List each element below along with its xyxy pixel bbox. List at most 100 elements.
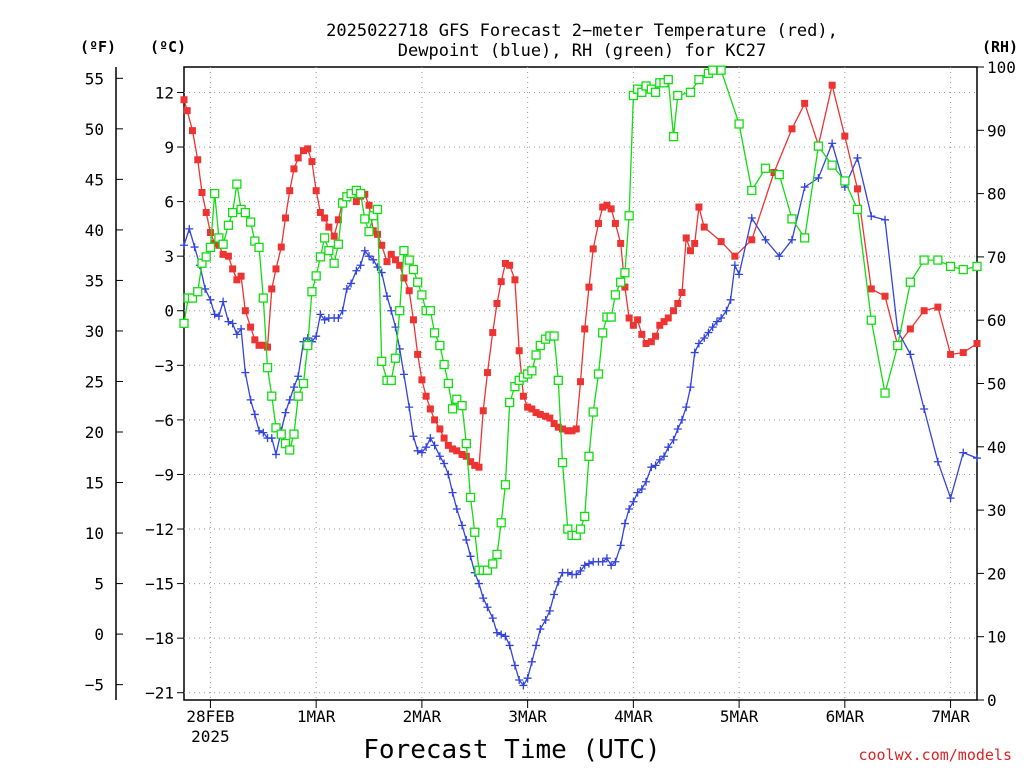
- fahrenheit-tick-label: 30: [85, 322, 104, 341]
- dewpoint-point: [271, 450, 280, 459]
- dewpoint-point: [881, 215, 890, 224]
- temp-point: [373, 230, 381, 238]
- rh-point: [262, 363, 273, 373]
- fahrenheit-unit-label: (ºF): [80, 38, 116, 56]
- temp-point: [947, 350, 955, 358]
- temp-point: [321, 214, 329, 222]
- temp-point: [906, 325, 914, 333]
- dewpoint-point: [536, 625, 545, 634]
- rh-point: [734, 119, 744, 129]
- dewpoint-point: [527, 657, 536, 666]
- x-tick-label: 4MAR: [614, 707, 653, 726]
- dewpoint-point: [625, 505, 634, 514]
- rh-point: [535, 340, 545, 351]
- rh-point: [958, 264, 968, 275]
- dewpoint-point: [501, 632, 510, 641]
- rh-point: [293, 391, 303, 401]
- dewpoint-point: [259, 428, 268, 437]
- rh-point: [694, 75, 704, 85]
- dewpoint-point: [602, 554, 611, 563]
- dewpoint-point: [497, 630, 506, 639]
- rh-point: [395, 306, 405, 316]
- x-axis-label: Forecast Time (UTC): [363, 735, 660, 765]
- temp-point: [400, 274, 408, 282]
- temp-point: [854, 185, 862, 193]
- temp-point: [489, 329, 497, 337]
- temp-point: [532, 409, 540, 417]
- temp-point: [700, 223, 708, 231]
- temp-point: [647, 338, 655, 346]
- dewpoint-point: [312, 332, 321, 341]
- rh-point: [893, 340, 903, 351]
- temp-point: [194, 156, 202, 164]
- temp-point: [277, 243, 285, 251]
- rh-point: [303, 340, 313, 351]
- temp-point: [528, 405, 536, 413]
- x-tick-label: 1MAR: [297, 707, 336, 726]
- temp-point: [391, 256, 399, 264]
- dewpoint-point: [510, 661, 519, 670]
- x-tick-label: 3MAR: [508, 707, 547, 726]
- rh-point: [447, 404, 458, 414]
- temp-point: [259, 341, 267, 349]
- rh-tick-label: 100: [987, 58, 1016, 77]
- dewpoint-point: [448, 488, 457, 497]
- dewpoint-point: [747, 213, 756, 222]
- dewpoint-point: [673, 424, 682, 433]
- temp-point: [670, 307, 678, 315]
- rh-point: [201, 252, 211, 262]
- temp-point: [629, 321, 637, 329]
- temp-point: [934, 303, 942, 311]
- rh-point: [470, 527, 480, 537]
- rh-tick-label: 70: [987, 248, 1006, 267]
- dewpoint-point: [572, 570, 581, 579]
- temp-point: [458, 450, 466, 458]
- temp-point: [334, 216, 342, 224]
- temp-point: [286, 187, 294, 195]
- rh-point: [492, 549, 502, 560]
- rh-point: [461, 438, 471, 449]
- dewpoint-point: [580, 561, 589, 570]
- rh-point: [650, 87, 661, 97]
- rh-point: [210, 188, 220, 199]
- chart-title-line1: 2025022718 GFS Forecast 2−meter Temperat…: [326, 21, 838, 41]
- rh-point: [289, 429, 299, 439]
- dewpoint-point: [479, 594, 488, 603]
- dewpoint-point: [563, 568, 572, 577]
- dewpoint-point: [554, 577, 563, 586]
- dewpoint-point: [409, 432, 418, 441]
- rh-point: [685, 87, 696, 97]
- dewpoint-point: [281, 408, 290, 417]
- dewpoint-point: [906, 350, 915, 359]
- rh-point: [223, 220, 234, 230]
- x-tick-label: 7MAR: [931, 707, 970, 726]
- dewpoint-point: [655, 455, 664, 464]
- rh-point: [708, 65, 718, 75]
- rh-point: [588, 407, 598, 417]
- rh-point: [840, 176, 850, 186]
- rh-point: [276, 429, 286, 439]
- dewpoint-point: [347, 279, 356, 288]
- celsius-tick-label: −9: [155, 465, 174, 484]
- rh-point: [620, 268, 630, 278]
- dewpoint-point: [241, 368, 250, 377]
- temp-point: [678, 289, 686, 297]
- rh-point: [852, 204, 863, 215]
- temp-point: [431, 416, 439, 424]
- rh-point: [496, 518, 506, 528]
- rh-point: [329, 258, 339, 268]
- dewpoint-point: [232, 330, 241, 339]
- dewpoint-point: [474, 579, 483, 588]
- rh-point: [298, 378, 309, 389]
- dewpoint-point: [669, 435, 678, 444]
- dewpoint-point: [399, 370, 408, 379]
- rh-point: [267, 391, 277, 401]
- dewpoint-point: [686, 383, 695, 392]
- dewpoint-point: [356, 261, 365, 270]
- temp-point: [607, 205, 615, 213]
- temp-point: [467, 458, 475, 466]
- rh-point: [593, 369, 604, 379]
- rh-point: [377, 356, 387, 366]
- dewpoint-point: [519, 681, 528, 690]
